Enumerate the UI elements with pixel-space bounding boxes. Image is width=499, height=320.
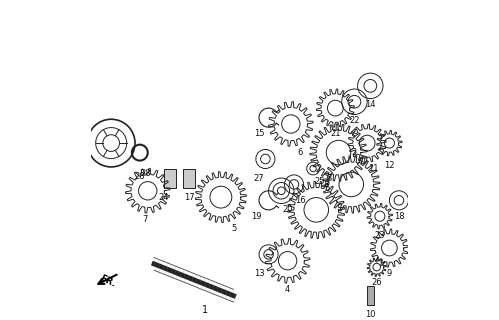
Text: 14: 14 — [365, 100, 376, 109]
Text: 9: 9 — [387, 269, 392, 278]
Text: 19: 19 — [250, 212, 261, 221]
Text: 28: 28 — [135, 172, 145, 181]
Text: 17: 17 — [184, 193, 195, 202]
Text: 7: 7 — [142, 215, 147, 224]
Text: 11: 11 — [368, 164, 379, 173]
Text: 4: 4 — [285, 285, 290, 294]
Bar — [366, 286, 374, 305]
Text: 25: 25 — [314, 177, 325, 186]
Text: 3: 3 — [326, 173, 332, 182]
Text: 20: 20 — [282, 205, 293, 214]
Text: 24: 24 — [158, 193, 169, 202]
Text: 10: 10 — [365, 310, 376, 319]
Text: 12: 12 — [384, 161, 395, 170]
Bar — [183, 169, 195, 188]
Text: 5: 5 — [231, 224, 236, 233]
Text: 26: 26 — [371, 278, 382, 287]
Text: 28: 28 — [141, 169, 152, 178]
Bar — [164, 169, 176, 188]
Text: 16: 16 — [295, 196, 306, 205]
Text: 23: 23 — [375, 231, 385, 240]
Text: FR.: FR. — [99, 274, 117, 289]
Text: 13: 13 — [253, 269, 264, 278]
Text: 6: 6 — [298, 148, 303, 157]
Text: 2: 2 — [352, 148, 357, 157]
Text: 1: 1 — [202, 305, 208, 315]
Text: 18: 18 — [394, 212, 404, 221]
Text: 27: 27 — [253, 173, 264, 182]
Text: 8: 8 — [323, 180, 328, 189]
Text: 22: 22 — [349, 116, 360, 125]
Text: 15: 15 — [254, 129, 264, 138]
Text: 21: 21 — [330, 129, 341, 138]
